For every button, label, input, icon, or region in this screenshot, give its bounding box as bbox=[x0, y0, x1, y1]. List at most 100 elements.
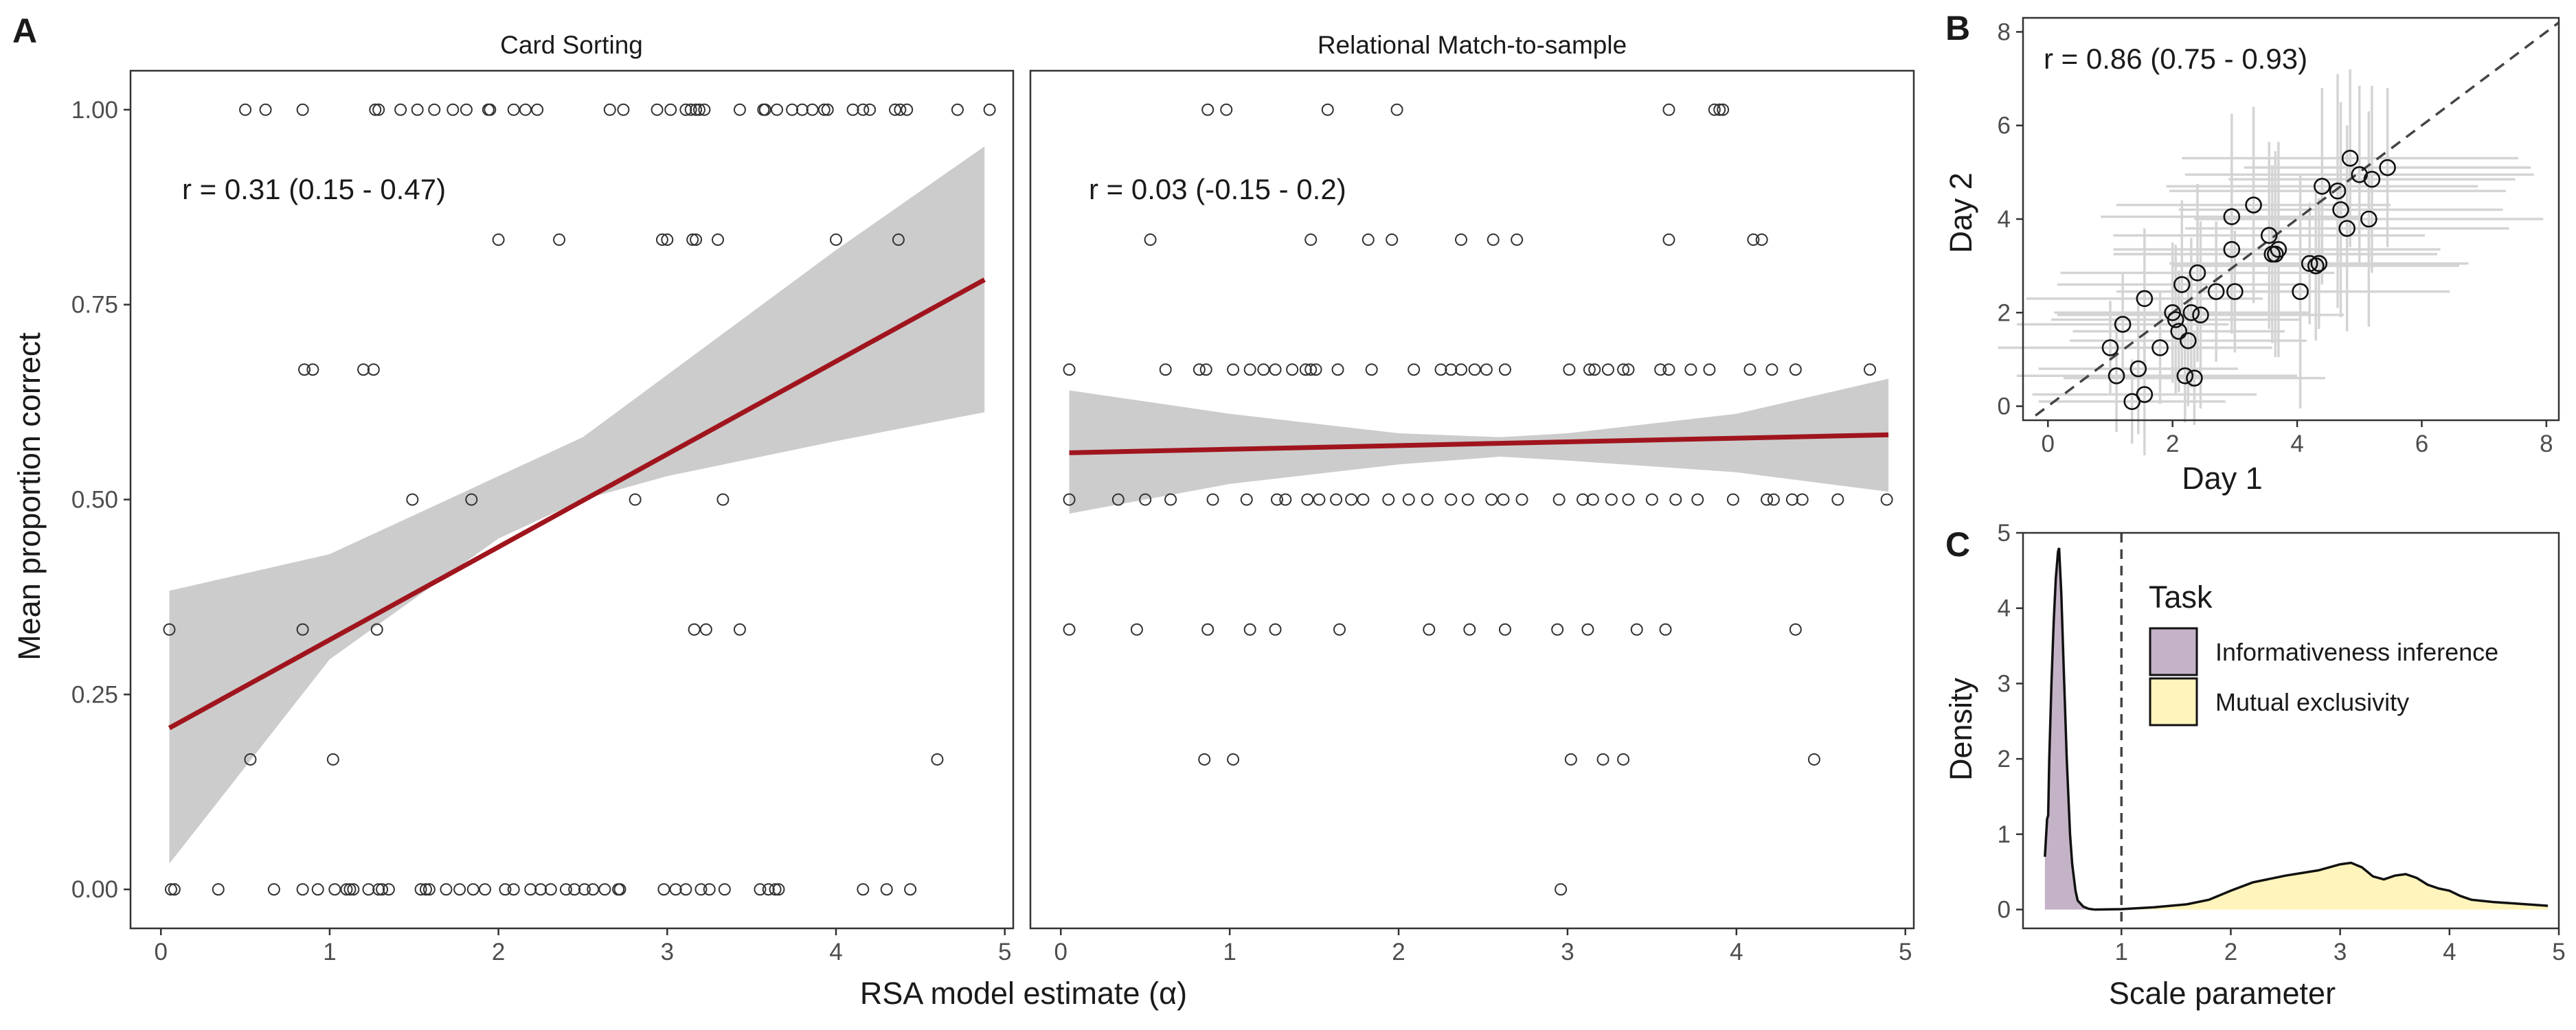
card-sorting-data-point bbox=[651, 103, 664, 116]
test-retest-data-point bbox=[2292, 283, 2309, 300]
legend-swatch-mutual-exclusivity bbox=[2149, 677, 2198, 726]
relational-match-data-point bbox=[1461, 493, 1474, 506]
relational-match-data-point bbox=[1386, 233, 1399, 247]
card-sorting-correlation-annotation: r = 0.31 (0.15 - 0.47) bbox=[182, 173, 446, 205]
card-sorting-data-point bbox=[369, 103, 382, 116]
card-sorting-data-point bbox=[328, 883, 341, 896]
test-retest-data-point bbox=[2176, 367, 2194, 385]
test-retest-y-tick-label: 8 bbox=[1998, 19, 2011, 45]
card-sorting-data-point bbox=[679, 103, 692, 116]
relational-match-data-point bbox=[1421, 493, 1434, 506]
test-retest-data-point bbox=[2226, 283, 2244, 300]
card-sorting-data-point bbox=[598, 883, 611, 896]
test-retest-data-point bbox=[2136, 386, 2154, 403]
relational-match-data-point bbox=[1717, 103, 1730, 116]
test-retest-y-tick-label: 2 bbox=[1998, 299, 2011, 326]
relational-match-data-point bbox=[1198, 753, 1211, 766]
relational-match-data-point bbox=[1423, 623, 1436, 636]
relational-match-data-point bbox=[1515, 493, 1528, 506]
test-retest-identity-line bbox=[2035, 21, 2560, 417]
card-sorting-data-point bbox=[694, 883, 708, 896]
test-retest-y-tick-label: 0 bbox=[1998, 393, 2011, 420]
relational-match-data-point bbox=[1581, 623, 1594, 636]
relational-match-data-point bbox=[1111, 493, 1125, 506]
mutual-exclusivity-density-area bbox=[2094, 862, 2549, 910]
test-retest-data-point bbox=[2108, 367, 2125, 385]
card-sorting-data-point bbox=[466, 883, 479, 896]
relational-match-data-point bbox=[1596, 753, 1609, 766]
relational-match-data-point bbox=[1659, 623, 1672, 636]
relational-match-data-point bbox=[1455, 363, 1468, 376]
card-sorting-data-point bbox=[771, 103, 784, 116]
card-sorting-data-point bbox=[499, 883, 512, 896]
card-sorting-data-point bbox=[699, 623, 712, 636]
card-sorting-data-point bbox=[524, 883, 537, 896]
density-x-tick-label: 2 bbox=[2224, 939, 2237, 965]
relational-match-data-point bbox=[1463, 623, 1476, 636]
relational-match-x-tick-label: 2 bbox=[1392, 939, 1405, 965]
test-retest-data-point bbox=[2245, 196, 2262, 214]
card-sorting-data-point bbox=[657, 883, 670, 896]
test-retest-x-tick-label: 0 bbox=[2042, 431, 2055, 457]
card-sorting-data-point bbox=[712, 233, 725, 247]
density-x-tick-label: 5 bbox=[2552, 939, 2565, 965]
test-retest-data-point bbox=[2151, 339, 2169, 356]
card-sorting-data-point bbox=[821, 103, 834, 116]
card-sorting-data-point bbox=[296, 623, 309, 636]
card-sorting-data-point bbox=[465, 493, 478, 506]
card-sorting-data-point bbox=[617, 103, 630, 116]
relational-match-data-point bbox=[1552, 493, 1566, 506]
card-sorting-data-point bbox=[406, 493, 419, 506]
legend-swatch-informativeness bbox=[2149, 627, 2198, 676]
card-sorting-data-point bbox=[447, 103, 460, 116]
card-sorting-regression-line bbox=[168, 277, 986, 731]
test-retest-data-point bbox=[2223, 208, 2241, 225]
density-x-tick-label: 4 bbox=[2443, 939, 2456, 965]
card-sorting-data-point bbox=[846, 103, 859, 116]
relational-match-data-point bbox=[1313, 493, 1326, 506]
density-y-tick-label: 3 bbox=[1998, 670, 2011, 697]
card-sorting-data-point bbox=[534, 883, 547, 896]
card-sorting-data-point bbox=[367, 363, 380, 376]
relational-match-data-point bbox=[1139, 493, 1152, 506]
panel-letter-b: B bbox=[1945, 9, 1970, 47]
relational-match-data-point bbox=[1601, 363, 1614, 376]
relational-match-data-point bbox=[1240, 493, 1253, 506]
relational-match-data-point bbox=[1864, 363, 1877, 376]
card-sorting-data-point bbox=[603, 103, 616, 116]
card-sorting-data-point bbox=[857, 883, 870, 896]
relational-match-data-point bbox=[1577, 493, 1590, 506]
card-sorting-data-point bbox=[414, 883, 427, 896]
card-sorting-data-point bbox=[267, 883, 280, 896]
relational-match-data-point bbox=[1662, 233, 1675, 247]
relational-match-data-point bbox=[1270, 493, 1283, 506]
card-sorting-data-point bbox=[769, 883, 782, 896]
test-retest-data-point bbox=[2182, 304, 2200, 321]
relational-match-data-point bbox=[1767, 493, 1780, 506]
relational-match-data-point bbox=[1605, 493, 1618, 506]
relational-match-data-point bbox=[1796, 493, 1809, 506]
relational-match-data-point bbox=[1201, 623, 1214, 636]
relational-match-data-point bbox=[1408, 363, 1421, 376]
test-retest-data-point bbox=[2267, 245, 2284, 263]
relational-match-data-point bbox=[1309, 363, 1322, 376]
card-sorting-data-point bbox=[306, 363, 319, 376]
test-retest-data-point bbox=[2186, 369, 2203, 387]
card-sorting-confidence-band bbox=[169, 146, 985, 864]
relational-match-data-point bbox=[1362, 233, 1375, 247]
card-sorting-data-point bbox=[519, 103, 532, 116]
card-sorting-data-point bbox=[686, 233, 699, 247]
card-sorting-data-point bbox=[553, 233, 566, 247]
legend-label-mutual-exclusivity: Mutual exclusivity bbox=[2215, 688, 2409, 716]
card-sorting-y-tick-label: 0.75 bbox=[71, 292, 118, 319]
relational-match-data-point bbox=[1243, 623, 1256, 636]
card-sorting-data-point bbox=[460, 103, 473, 116]
relational-match-data-point bbox=[1703, 363, 1716, 376]
relational-match-data-point bbox=[1199, 363, 1212, 376]
test-retest-data-point bbox=[2189, 264, 2206, 282]
relational-match-data-point bbox=[1747, 233, 1760, 247]
test-retest-x-tick-label: 6 bbox=[2415, 431, 2428, 457]
card-sorting-data-point bbox=[698, 103, 711, 116]
card-sorting-data-point bbox=[931, 753, 944, 766]
